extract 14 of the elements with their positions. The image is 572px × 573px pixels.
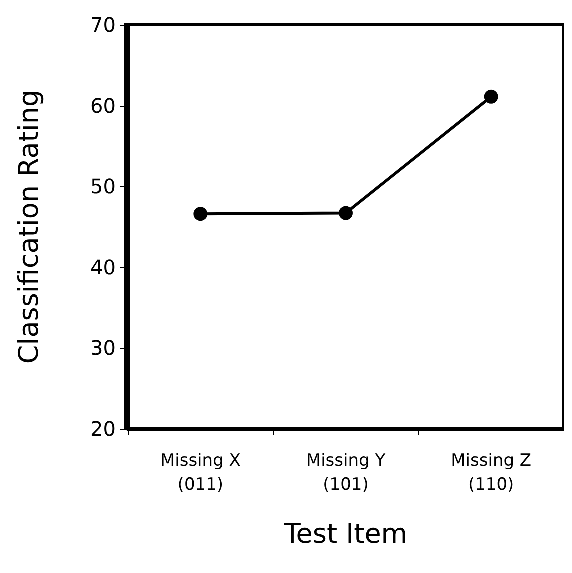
y-axis-title: Classification Rating — [14, 90, 45, 364]
point — [484, 90, 498, 104]
y-tick-label: 40 — [90, 255, 116, 280]
x-tick-label: Missing X (011) — [160, 451, 242, 495]
point — [339, 206, 353, 220]
x-tick-label: Missing Z (110) — [451, 451, 532, 495]
y-tick-label: 70 — [90, 13, 116, 37]
x-tick-label: Missing Y (101) — [306, 451, 386, 495]
point — [194, 207, 208, 222]
x-axis-title: Test Item — [283, 519, 408, 550]
y-tick-label: 60 — [90, 94, 116, 118]
y-tick-label: 20 — [90, 417, 116, 441]
y-tick-label: 50 — [90, 174, 116, 199]
y-tick-label: 30 — [90, 336, 116, 360]
